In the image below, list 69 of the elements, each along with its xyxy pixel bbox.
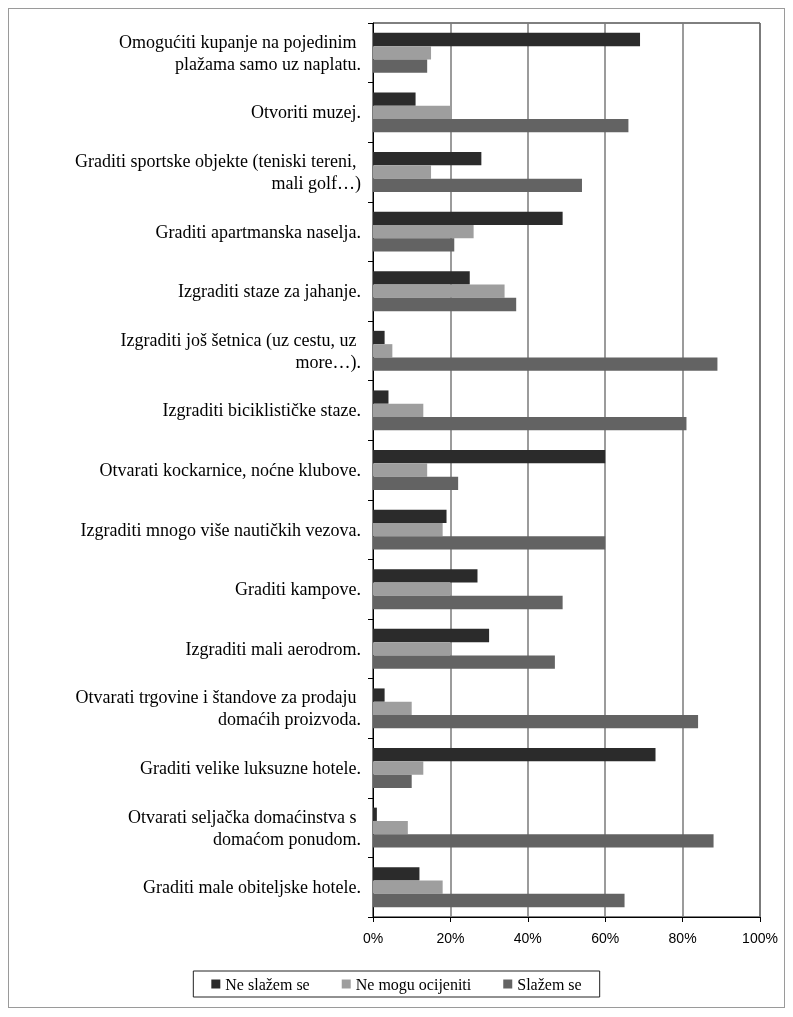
bar (373, 119, 629, 133)
y-tick-label: Izgraditi još šetnica (uz cestu, uz more…). (120, 329, 361, 373)
y-tick-label: Graditi velike luksuzne hotele. (140, 758, 361, 778)
bar (373, 297, 517, 312)
bar (373, 178, 582, 192)
bar (373, 403, 424, 418)
bar (373, 330, 385, 345)
bar (373, 688, 385, 702)
y-tick-label: Graditi apartmanska naselja. (155, 221, 361, 242)
bar (373, 238, 455, 252)
bar (373, 476, 459, 490)
legend-label: Ne slažem se (225, 975, 310, 993)
y-tick-label: Izgraditi staze za jahanje. (178, 281, 361, 302)
y-tick-label: Izgraditi mnogo više nautičkih vezova. (80, 519, 361, 540)
bar (373, 509, 447, 523)
legend-label: Slažem se (517, 975, 582, 993)
bar (373, 880, 443, 894)
bar (373, 628, 490, 643)
y-tick-label: Graditi kampove. (235, 579, 361, 600)
bar (373, 344, 393, 358)
y-tick-label: Izgraditi mali aerodrom. (185, 638, 361, 659)
bar (373, 536, 606, 550)
bar (373, 357, 718, 371)
legend-label: Ne mogu ocijeniti (355, 975, 472, 994)
x-tick-label: 100% (742, 930, 778, 946)
y-tick-label: Izgraditi biciklističke staze. (162, 400, 361, 421)
bar (373, 390, 389, 404)
y-tick-label: Otvarati kockarnice, noćne klubove. (99, 460, 361, 480)
bar (373, 211, 563, 225)
bar (373, 271, 470, 285)
y-tick-label: Otvarati trgovine i štandove za prodaju domaćih proizvoda. (75, 687, 361, 730)
y-tick-label: Omogućiti kupanje na pojedinim plažama samo uz naplatu. (119, 31, 361, 74)
x-tick-label: 80% (668, 930, 697, 946)
bar (373, 595, 563, 610)
bar (373, 834, 714, 848)
bar (373, 417, 687, 431)
bar (373, 569, 478, 583)
x-tick-label: 0% (362, 930, 384, 946)
x-tick-label: 20% (436, 930, 465, 946)
bar (373, 774, 412, 788)
bar (373, 655, 555, 669)
bar (373, 715, 699, 729)
bar (373, 92, 416, 106)
y-tick-label: Graditi male obiteljske hotele. (143, 877, 361, 898)
x-tick-label: 60% (591, 930, 620, 946)
bar (373, 807, 377, 821)
bar (373, 463, 428, 477)
y-tick-label: Otvoriti muzej. (251, 102, 361, 123)
bar (373, 867, 420, 881)
bar (373, 748, 656, 762)
bar (373, 46, 432, 60)
bar (373, 893, 625, 908)
bar (373, 105, 451, 120)
bar (373, 165, 432, 179)
y-tick-label: Otvarati seljačka domaćinstva s domaćom ponudom. (128, 806, 361, 849)
bar (373, 152, 482, 166)
bar (373, 701, 412, 716)
bar (373, 450, 606, 464)
bar (373, 59, 428, 73)
bar (373, 284, 505, 298)
bar (373, 224, 474, 239)
bar (373, 642, 451, 656)
bar (373, 582, 451, 596)
bar (373, 522, 443, 537)
bar (373, 761, 424, 775)
y-tick-label: Graditi sportske objekte (teniski tereni, mali golf…) (75, 151, 361, 194)
bar (373, 820, 408, 835)
bar (373, 32, 641, 47)
x-tick-label: 40% (513, 930, 542, 946)
